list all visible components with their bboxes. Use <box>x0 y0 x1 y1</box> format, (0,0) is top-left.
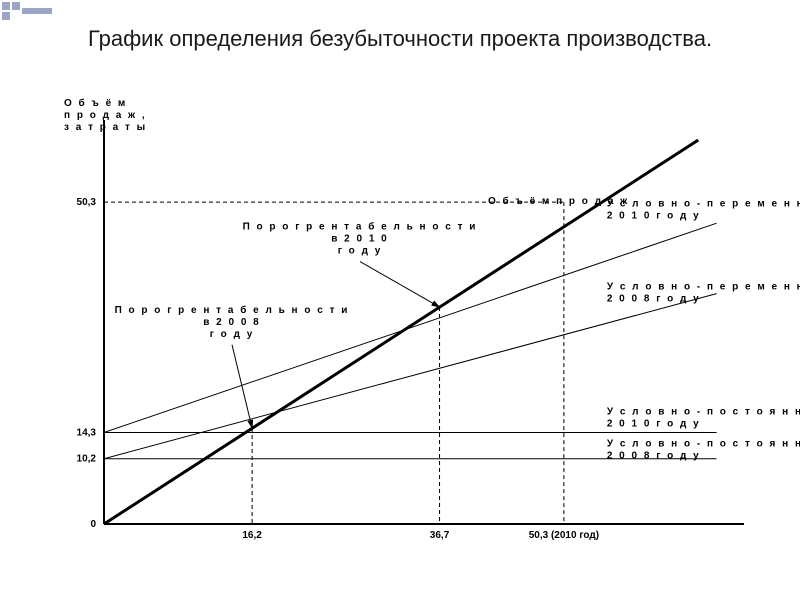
svg-text:2 0 1 0 г о д у: 2 0 1 0 г о д у <box>607 418 701 429</box>
series-var2010 <box>104 223 717 432</box>
svg-text:2 0 1 0 г о д у: 2 0 1 0 г о д у <box>607 210 701 221</box>
callout-leader <box>360 262 440 307</box>
svg-text:з а т р а т ы: з а т р а т ы <box>64 122 147 133</box>
y-axis-label: О б ъ ё м <box>64 97 127 109</box>
callout-leader <box>232 345 252 428</box>
y-tick: 50,3 <box>77 197 97 208</box>
series-label-var2010: У с л о в н о - п е р е м е н н ы е р а … <box>607 198 800 209</box>
series-label-fix2008: У с л о в н о - п о с т о я н н ы е р а … <box>607 438 800 449</box>
callout-text: П о р о г р е н т а б е л ь н о с т и <box>115 304 350 316</box>
callout-text: г о д у <box>210 329 255 340</box>
breakeven-chart: О б ъ ё мп р о д а ж ,з а т р а т ы 0 10,2… <box>0 0 800 600</box>
x-tick: 50,3 (2010 год) <box>529 530 599 541</box>
y-tick: 0 <box>90 519 96 530</box>
callout-text: П о р о г р е н т а б е л ь н о с т и <box>243 221 478 233</box>
x-tick: 36,7 <box>430 530 450 541</box>
series-var2008 <box>104 294 717 459</box>
series-label-var2008: У с л о в н о - п е р е м е н н ы е р а … <box>607 282 800 293</box>
x-tick: 16,2 <box>242 530 262 541</box>
callout-text: г о д у <box>338 246 383 257</box>
y-tick: 14,3 <box>77 427 97 438</box>
series-label-fix2010: У с л о в н о - п о с т о я н н ы е р а … <box>607 406 800 417</box>
y-tick: 10,2 <box>77 454 97 465</box>
svg-text:п р о д а ж ,: п р о д а ж , <box>64 110 147 121</box>
callout-text: в 2 0 0 8 <box>203 317 261 328</box>
svg-text:2 0 0 8 г о д у: 2 0 0 8 г о д у <box>607 294 701 305</box>
callout-text: в 2 0 1 0 <box>331 234 389 245</box>
svg-text:2 0 0 8 г о д у: 2 0 0 8 г о д у <box>607 450 701 461</box>
